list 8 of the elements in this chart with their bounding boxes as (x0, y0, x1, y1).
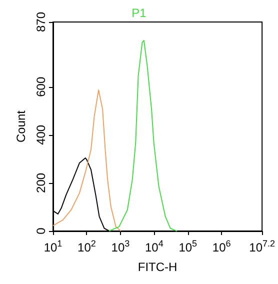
y-axis-title: Count (14, 110, 28, 143)
x-axis-title: FITC-H (138, 260, 178, 274)
y-tick-label: 600 (34, 76, 48, 97)
y-tick-label: 0 (34, 227, 48, 234)
y-tick-label: 200 (34, 172, 48, 193)
y-tick-label: 870 (34, 12, 48, 32)
y-tick-label: 400 (34, 124, 48, 145)
chart-title: P1 (132, 6, 147, 20)
